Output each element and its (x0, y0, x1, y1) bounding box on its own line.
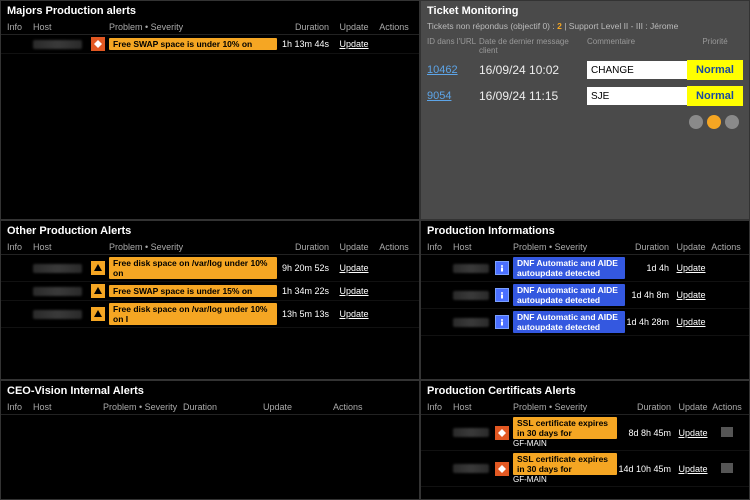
table-header: Info Host Problem • Severity Duration Up… (421, 400, 749, 415)
ticket-date: 16/09/24 11:15 (479, 89, 587, 103)
severity-warn-icon (91, 261, 105, 275)
panel-ticket-title: Ticket Monitoring (421, 1, 749, 20)
ticket-id-link[interactable]: 9054 (427, 90, 479, 102)
table-row: DNF Automatic and AIDE autoupdate detect… (421, 282, 749, 309)
update-link[interactable]: Update (339, 309, 368, 319)
table-header: Info Host Problem • Severity Duration Up… (1, 20, 419, 35)
table-row: Free disk space on /var/log under 10% on… (1, 255, 419, 282)
panel-other: Other Production Alerts Info Host Proble… (0, 220, 420, 380)
severity-info-icon (495, 315, 509, 329)
panel-prodinfo-title: Production Informations (421, 221, 749, 240)
problem-label: Free SWAP space is under 10% on (109, 38, 277, 50)
col-problem: Problem • Severity (109, 22, 277, 32)
col-ticket-priority: Priorité (687, 37, 743, 55)
duration-value: 8d 8h 45m (617, 428, 675, 438)
ticket-comment-input[interactable] (587, 87, 687, 105)
table-row: DNF Automatic and AIDE autoupdate detect… (421, 309, 749, 336)
host-redacted (453, 291, 489, 300)
problem-label: Free disk space on /var/log under 10% on… (109, 303, 277, 325)
panel-majors: Majors Production alerts Info Host Probl… (0, 0, 420, 220)
host-redacted (453, 264, 489, 273)
problem-label: Free SWAP space is under 15% on (109, 285, 277, 297)
update-link[interactable]: Update (339, 263, 368, 273)
ticket-row: 10462 16/09/24 10:02 Normal (421, 57, 749, 83)
table-header: Info Host Problem • Severity Duration Up… (1, 240, 419, 255)
severity-high-icon (495, 426, 509, 440)
table-row: SSL certificate expires in 30 days forGF… (421, 415, 749, 451)
table-header: Info Host Problem • Severity Duration Up… (1, 400, 419, 415)
problem-label: Free disk space on /var/log under 10% on (109, 257, 277, 279)
problem-label: DNF Automatic and AIDE autoupdate detect… (513, 257, 625, 279)
table-row: Free SWAP space is under 10% on 1h 13m 4… (1, 35, 419, 54)
duration-value: 13h 5m 13s (277, 309, 333, 319)
col-ticket-date: Date de dernier message client (479, 37, 587, 55)
update-link[interactable]: Update (339, 39, 368, 49)
host-redacted (33, 287, 82, 296)
duration-value: 1d 4h 28m (625, 317, 673, 327)
update-link[interactable]: Update (339, 286, 368, 296)
host-redacted (453, 464, 489, 473)
col-info: Info (7, 22, 33, 32)
panel-majors-title: Majors Production alerts (1, 1, 419, 20)
ticket-table-header: ID dans l'URL Date de dernier message cl… (421, 35, 749, 57)
col-host: Host (33, 22, 91, 32)
panel-internal: CEO-Vision Internal Alerts Info Host Pro… (0, 380, 420, 500)
host-redacted (453, 318, 489, 327)
host-redacted (33, 40, 82, 49)
update-link[interactable]: Update (676, 290, 705, 300)
dot-indicator[interactable] (725, 115, 739, 129)
severity-info-icon (495, 288, 509, 302)
col-update: Update (333, 22, 375, 32)
table-row: Free disk space on /var/log under 10% on… (1, 301, 419, 328)
ticket-row: 9054 16/09/24 11:15 Normal (421, 83, 749, 109)
col-ticket-id: ID dans l'URL (427, 37, 479, 55)
severity-warn-icon (91, 307, 105, 321)
action-icon[interactable] (721, 427, 733, 437)
duration-value: 9h 20m 52s (277, 263, 333, 273)
action-icon[interactable] (721, 463, 733, 473)
problem-label: SSL certificate expires in 30 days for (513, 417, 617, 439)
duration-value: 1d 4h 8m (625, 290, 673, 300)
duration-value: 1d 4h (625, 263, 673, 273)
panel-prodinfo: Production Informations Info Host Proble… (420, 220, 750, 380)
host-redacted (453, 428, 489, 437)
problem-label: SSL certificate expires in 30 days for (513, 453, 617, 475)
panel-certs-title: Production Certificats Alerts (421, 381, 749, 400)
problem-label: DNF Automatic and AIDE autoupdate detect… (513, 284, 625, 306)
host-redacted (33, 310, 82, 319)
ticket-id-link[interactable]: 10462 (427, 64, 479, 76)
panel-internal-title: CEO-Vision Internal Alerts (1, 381, 419, 400)
panel-certs: Production Certificats Alerts Info Host … (420, 380, 750, 500)
col-ticket-comment: Commentaire (587, 37, 687, 55)
duration-value: 1h 13m 44s (277, 39, 333, 49)
severity-high-icon (495, 462, 509, 476)
ticket-comment-input[interactable] (587, 61, 687, 79)
dot-indicator[interactable] (689, 115, 703, 129)
ticket-priority-badge: Normal (687, 60, 743, 80)
col-actions: Actions (375, 22, 413, 32)
table-row: SSL certificate expires in 30 days forGF… (421, 451, 749, 487)
host-redacted (33, 264, 82, 273)
ticket-subtitle: Tickets non répondus (objectif 0) : 2 | … (421, 20, 749, 35)
ticket-date: 16/09/24 10:02 (479, 63, 587, 77)
problem-label: DNF Automatic and AIDE autoupdate detect… (513, 311, 625, 333)
panel-ticket-monitoring: Ticket Monitoring Tickets non répondus (… (420, 0, 750, 220)
table-row: Free SWAP space is under 15% on 1h 34m 2… (1, 282, 419, 301)
severity-warn-icon (91, 284, 105, 298)
dot-indicator[interactable] (707, 115, 721, 129)
severity-high-icon (91, 37, 105, 51)
update-link[interactable]: Update (676, 317, 705, 327)
severity-info-icon (495, 261, 509, 275)
panel-other-title: Other Production Alerts (1, 221, 419, 240)
update-link[interactable]: Update (678, 428, 707, 438)
duration-value: 14d 10h 45m (617, 464, 675, 474)
table-row: DNF Automatic and AIDE autoupdate detect… (421, 255, 749, 282)
table-header: Info Host Problem • Severity Duration Up… (421, 240, 749, 255)
ticket-priority-badge: Normal (687, 86, 743, 106)
update-link[interactable]: Update (676, 263, 705, 273)
update-link[interactable]: Update (678, 464, 707, 474)
duration-value: 1h 34m 22s (277, 286, 333, 296)
col-duration: Duration (277, 22, 333, 32)
pagination-dots (421, 109, 749, 129)
